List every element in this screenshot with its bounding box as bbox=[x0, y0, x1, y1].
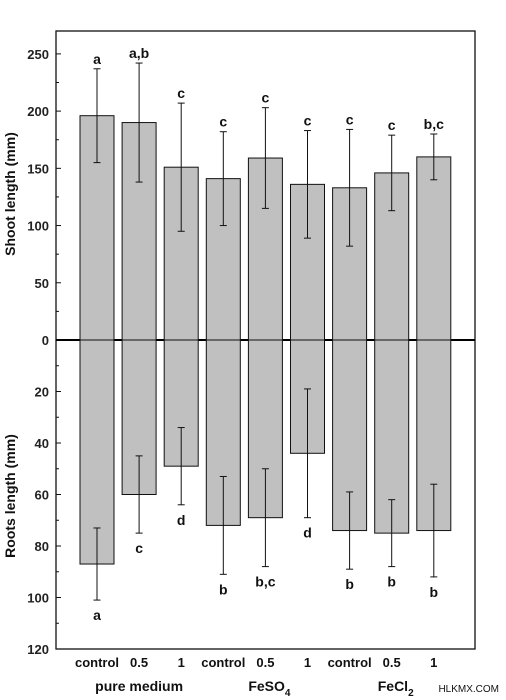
category-label: 1 bbox=[178, 655, 185, 670]
roots-tick-label: 60 bbox=[35, 488, 49, 503]
category-label: control bbox=[201, 655, 245, 670]
roots-tick-label: 100 bbox=[27, 591, 49, 606]
shoot-significance-label: c bbox=[219, 114, 227, 130]
shoot-tick-label: 100 bbox=[27, 219, 49, 234]
roots-tick-label: 20 bbox=[35, 385, 49, 400]
roots-tick-label: 40 bbox=[35, 436, 49, 451]
shoot-bar bbox=[416, 156, 452, 341]
category-label: 1 bbox=[430, 655, 437, 670]
shoot-axis-title: Shoot length (mm) bbox=[2, 132, 18, 256]
group-label: FeSO4 bbox=[248, 678, 291, 699]
category-labels: control 0.5 1 control 0.5 1 control 0.5 1 bbox=[75, 655, 437, 670]
shoot-significance-label: c bbox=[304, 113, 312, 129]
category-label: 0.5 bbox=[256, 655, 274, 670]
category-label: 0.5 bbox=[383, 655, 401, 670]
shoot-tick-label: 200 bbox=[27, 104, 49, 119]
bars-layer: a a a,b c c d c b c b,c c d c b c b b,c b bbox=[79, 45, 452, 623]
roots-significance-label: d bbox=[177, 512, 186, 528]
shoot-significance-label: a,b bbox=[129, 45, 149, 61]
group-label: FeCl2 bbox=[378, 678, 414, 699]
shoot-significance-label: c bbox=[346, 111, 354, 127]
roots-significance-label: b bbox=[430, 584, 439, 600]
roots-tick-label: 120 bbox=[27, 642, 49, 657]
category-label: control bbox=[328, 655, 372, 670]
group-labels: pure medium FeSO4 FeCl2 bbox=[95, 678, 414, 699]
category-label: control bbox=[75, 655, 119, 670]
zero-tick-label: 0 bbox=[42, 333, 49, 348]
ticks-layer: 50 100 150 200 250 20 40 60 80 100 120 bbox=[27, 47, 61, 657]
shoot-significance-label: c bbox=[262, 90, 270, 106]
roots-significance-label: a bbox=[93, 607, 101, 623]
roots-significance-label: b bbox=[345, 576, 354, 592]
roots-significance-label: b,c bbox=[255, 574, 275, 590]
shoot-tick-label: 150 bbox=[27, 161, 49, 176]
roots-significance-label: c bbox=[135, 540, 143, 556]
shoot-tick-label: 250 bbox=[27, 47, 49, 62]
shoot-significance-label: a bbox=[93, 51, 101, 67]
roots-tick-label: 80 bbox=[35, 539, 49, 554]
watermark: HLKMX.COM bbox=[438, 684, 499, 695]
roots-significance-label: b bbox=[387, 574, 396, 590]
roots-axis-title: Roots length (mm) bbox=[2, 434, 18, 558]
roots-significance-label: d bbox=[303, 525, 312, 541]
shoot-significance-label: c bbox=[388, 117, 396, 133]
roots-significance-label: b bbox=[219, 581, 228, 597]
category-label: 0.5 bbox=[130, 655, 148, 670]
shoot-significance-label: b,c bbox=[424, 116, 444, 132]
shoot-tick-label: 50 bbox=[35, 276, 49, 291]
category-label: 1 bbox=[304, 655, 311, 670]
shoot-significance-label: c bbox=[177, 85, 185, 101]
group-label: pure medium bbox=[95, 678, 183, 694]
